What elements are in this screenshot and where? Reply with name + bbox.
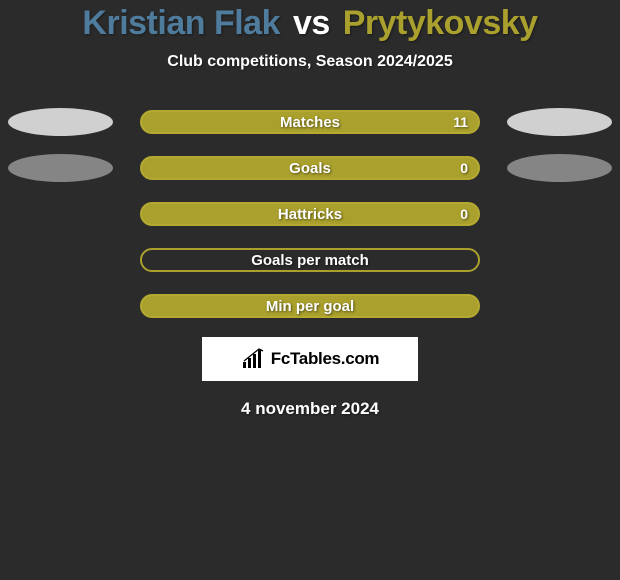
stat-row: Min per goal — [0, 283, 620, 329]
stat-bar: Goals 0 — [140, 156, 480, 180]
page-title: Kristian Flak vs Prytykovsky — [82, 4, 537, 43]
stat-rows: Matches 11 Goals 0 Hattricks 0 Goals per match… — [0, 99, 620, 329]
stat-label: Goals — [289, 160, 331, 177]
stat-row: Goals 0 — [0, 145, 620, 191]
stat-label: Matches — [280, 114, 340, 131]
player2-badge — [507, 154, 612, 182]
vs-text: vs — [293, 4, 330, 42]
stat-value-right: 0 — [460, 160, 468, 176]
stat-bar: Goals per match — [140, 248, 480, 272]
comparison-infographic: Kristian Flak vs Prytykovsky Club compet… — [0, 0, 620, 419]
logo: FcTables.com — [241, 348, 380, 370]
logo-box: FcTables.com — [202, 337, 418, 381]
stat-value-right: 0 — [460, 206, 468, 222]
bars-icon — [241, 348, 267, 370]
player1-badge — [8, 154, 113, 182]
player2-name: Prytykovsky — [343, 4, 538, 42]
stat-row: Matches 11 — [0, 99, 620, 145]
player2-badge — [507, 108, 612, 136]
stat-label: Hattricks — [278, 206, 342, 223]
stat-label: Min per goal — [266, 298, 354, 315]
stat-row: Goals per match — [0, 237, 620, 283]
stat-row: Hattricks 0 — [0, 191, 620, 237]
player1-badge — [8, 108, 113, 136]
stat-value-right: 11 — [453, 114, 468, 130]
stat-bar: Hattricks 0 — [140, 202, 480, 226]
date: 4 november 2024 — [241, 399, 379, 419]
subtitle: Club competitions, Season 2024/2025 — [167, 53, 452, 71]
stat-bar: Matches 11 — [140, 110, 480, 134]
logo-text: FcTables.com — [271, 349, 380, 369]
stat-bar: Min per goal — [140, 294, 480, 318]
stat-label: Goals per match — [251, 252, 369, 269]
player1-name: Kristian Flak — [82, 4, 280, 42]
